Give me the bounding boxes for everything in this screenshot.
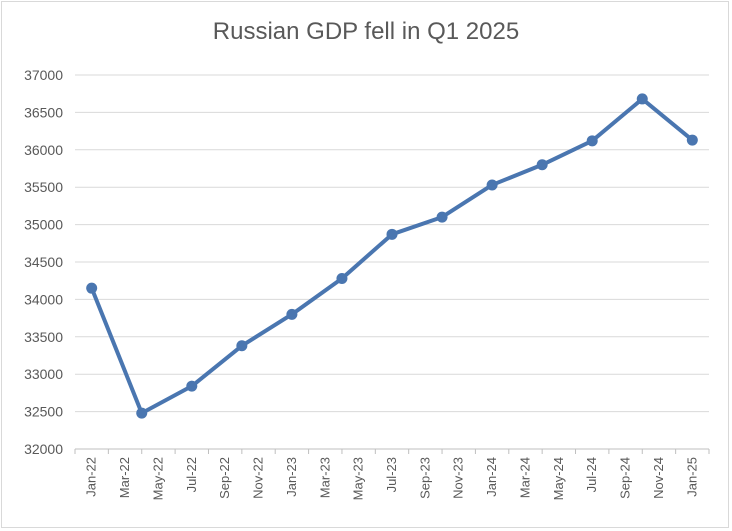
y-tick-label: 33500 — [24, 329, 63, 345]
x-tick-label: Jul-24 — [584, 457, 599, 492]
gridlines — [75, 74, 709, 450]
data-point — [436, 211, 448, 223]
x-axis-ticks: Jan-22 Mar-22 May-22 Jul-22 Sep-22 Nov-22 Jan-… — [74, 448, 710, 500]
y-tick-label: 37000 — [24, 67, 63, 83]
y-tick-label: 34000 — [24, 291, 63, 307]
x-tick-label: May-22 — [150, 457, 165, 500]
data-point — [286, 308, 298, 320]
y-tick-label: 34500 — [24, 254, 63, 270]
data-point — [686, 134, 698, 146]
y-tick-label: 35500 — [24, 179, 63, 195]
data-point — [486, 179, 498, 191]
x-tick-label: Mar-23 — [317, 457, 332, 498]
data-point — [536, 159, 548, 171]
x-tick-label: Sep-22 — [217, 457, 232, 499]
y-tick-label: 36500 — [24, 104, 63, 120]
x-tick-label: Mar-22 — [117, 457, 132, 498]
x-tick-label: Nov-22 — [251, 457, 266, 499]
series-line — [86, 93, 698, 419]
data-point — [636, 93, 648, 105]
data-point — [136, 407, 148, 419]
x-tick-label: Jan-24 — [484, 457, 499, 497]
chart-title: Russian GDP fell in Q1 2025 — [212, 18, 520, 45]
gdp-line — [89, 96, 694, 416]
data-point — [86, 282, 98, 294]
y-axis-ticks: 32000 32500 33000 33500 34000 34500 35000 35500… — [24, 67, 63, 457]
x-tick-label: Jan-25 — [684, 457, 699, 497]
data-point — [586, 135, 598, 147]
x-tick-label: Nov-23 — [451, 457, 466, 499]
x-tick-label: Nov-24 — [651, 457, 666, 499]
data-point — [186, 380, 198, 392]
y-tick-label: 35000 — [24, 217, 63, 233]
y-tick-label: 36000 — [24, 142, 63, 158]
x-tick-label: Sep-23 — [417, 457, 432, 499]
data-point — [386, 228, 398, 240]
y-tick-label: 32500 — [24, 404, 63, 420]
x-tick-label: Mar-24 — [517, 457, 532, 498]
y-tick-label: 32000 — [24, 441, 63, 457]
data-point — [236, 340, 248, 352]
x-tick-label: Jan-22 — [84, 457, 99, 497]
x-tick-label: May-24 — [551, 457, 566, 500]
x-tick-label: May-23 — [351, 457, 366, 500]
data-point — [336, 272, 348, 284]
x-tick-label: Sep-24 — [618, 457, 633, 499]
x-tick-label: Jul-22 — [184, 457, 199, 492]
y-tick-label: 33000 — [24, 366, 63, 382]
x-tick-label: Jan-23 — [284, 457, 299, 497]
x-tick-label: Jul-23 — [384, 457, 399, 492]
